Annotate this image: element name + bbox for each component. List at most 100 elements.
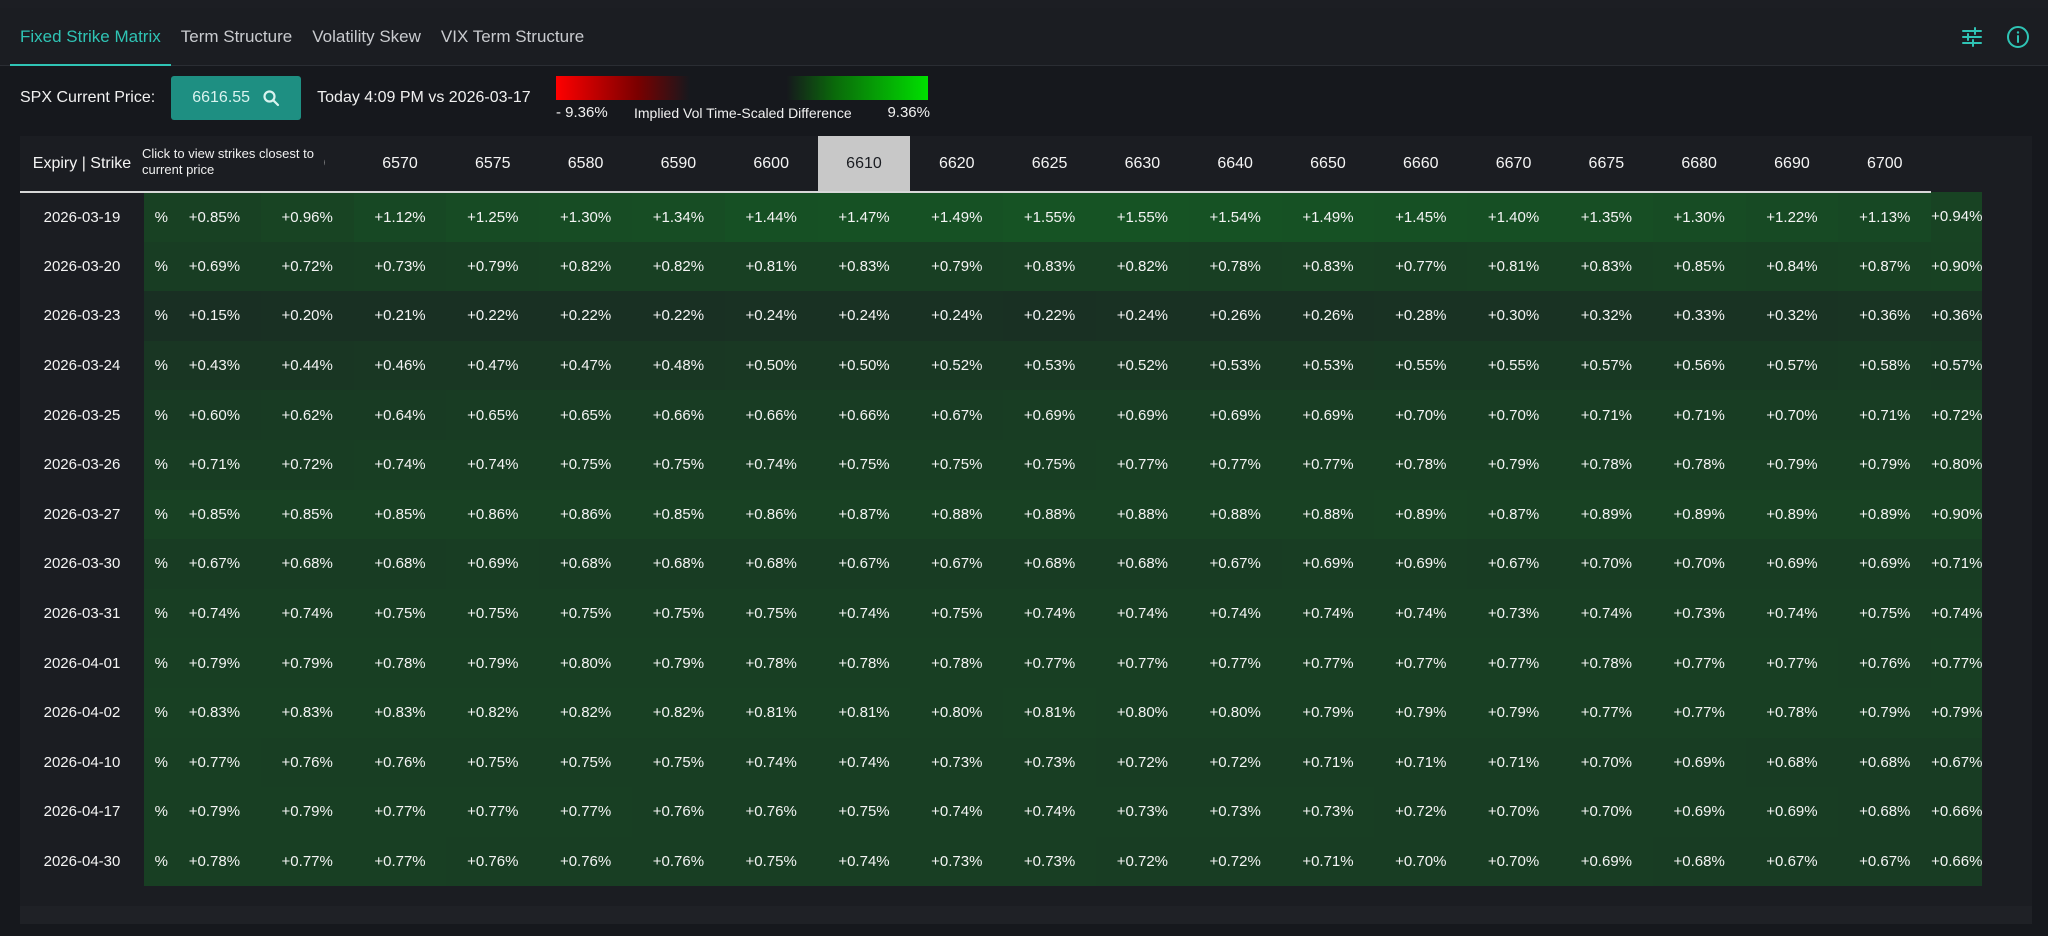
value-cell[interactable]: +0.81% — [1003, 687, 1096, 738]
value-cell[interactable]: +0.68% — [1095, 539, 1189, 589]
value-cell[interactable]: +0.74% — [724, 737, 818, 788]
value-cell[interactable]: +0.83% — [168, 687, 261, 738]
value-cell[interactable]: +0.70% — [1652, 539, 1746, 589]
value-cell[interactable]: +0.81% — [817, 687, 911, 738]
value-cell[interactable]: +0.33% — [1652, 291, 1746, 341]
value-cell[interactable]: +0.77% — [1652, 687, 1746, 738]
value-cell[interactable]: +0.80% — [1095, 687, 1189, 738]
value-cell[interactable]: +0.24% — [910, 291, 1004, 341]
value-cell[interactable]: +0.53% — [1003, 340, 1096, 391]
value-cell[interactable]: +0.36% — [1931, 291, 1983, 341]
value-cell[interactable]: +0.22% — [631, 291, 725, 341]
value-cell[interactable]: +0.74% — [1003, 588, 1096, 639]
value-cell[interactable]: +1.47% — [817, 192, 911, 242]
value-cell[interactable]: +0.75% — [539, 439, 632, 490]
value-cell[interactable]: +0.67% — [910, 390, 1004, 440]
value-cell[interactable]: +0.69% — [446, 539, 540, 589]
value-cell[interactable]: +0.77% — [1003, 638, 1096, 688]
value-cell[interactable]: +0.53% — [1188, 340, 1282, 391]
value-cell[interactable]: +0.76% — [1838, 638, 1932, 688]
value-cell[interactable]: +0.86% — [724, 489, 818, 540]
value-cell[interactable]: +0.72% — [1931, 390, 1983, 440]
value-cell[interactable]: +0.79% — [1745, 439, 1839, 490]
value-cell[interactable]: +0.83% — [817, 241, 911, 292]
strike-header-6620[interactable]: 6620 — [910, 136, 1004, 193]
value-cell[interactable]: +0.78% — [1374, 439, 1468, 490]
value-cell[interactable]: +0.77% — [446, 787, 540, 837]
value-cell[interactable]: +0.85% — [168, 192, 261, 242]
value-cell[interactable]: +0.79% — [1467, 439, 1560, 490]
value-cell[interactable]: +1.25% — [446, 192, 540, 242]
value-cell[interactable]: +0.21% — [353, 291, 447, 341]
value-cell[interactable]: +0.26% — [1188, 291, 1282, 341]
value-cell[interactable]: +1.44% — [724, 192, 818, 242]
strike-header-6625[interactable]: 6625 — [1003, 136, 1096, 193]
value-cell[interactable]: +0.30% — [1467, 291, 1560, 341]
value-cell[interactable]: +0.75% — [910, 439, 1004, 490]
value-cell[interactable]: +0.56% — [1652, 340, 1746, 391]
strike-header-6600[interactable]: 6600 — [724, 136, 818, 193]
value-cell[interactable]: +0.70% — [1559, 737, 1653, 788]
strike-header-6670[interactable]: 6670 — [1467, 136, 1560, 193]
expiry-cell[interactable]: 2026-03-27 — [20, 489, 144, 540]
value-cell[interactable]: +0.89% — [1838, 489, 1932, 540]
value-cell[interactable]: +0.70% — [1745, 390, 1839, 440]
value-cell[interactable]: +0.74% — [446, 439, 540, 490]
value-cell[interactable]: +0.85% — [168, 489, 261, 540]
expiry-cell[interactable]: 2026-03-23 — [20, 291, 144, 341]
value-cell[interactable]: +0.66% — [1931, 787, 1983, 837]
value-cell[interactable]: +0.85% — [1652, 241, 1746, 292]
value-cell[interactable]: +0.79% — [168, 787, 261, 837]
value-cell[interactable]: +0.47% — [539, 340, 632, 391]
value-cell[interactable]: +0.15% — [168, 291, 261, 341]
value-cell[interactable]: +0.69% — [1281, 539, 1375, 589]
value-cell[interactable]: +0.55% — [1467, 340, 1560, 391]
value-cell[interactable]: +0.74% — [817, 588, 911, 639]
value-cell[interactable]: +0.85% — [631, 489, 725, 540]
tab-vix-term-structure[interactable]: VIX Term Structure — [440, 26, 585, 46]
value-cell[interactable]: +1.12% — [353, 192, 447, 242]
value-cell[interactable]: +0.76% — [631, 836, 725, 887]
value-cell[interactable]: +0.68% — [1838, 737, 1932, 788]
value-cell[interactable]: +0.78% — [817, 638, 911, 688]
value-cell[interactable]: +0.69% — [1745, 539, 1839, 589]
value-cell[interactable]: +0.67% — [1931, 737, 1983, 788]
value-cell[interactable]: +0.88% — [1095, 489, 1189, 540]
value-cell[interactable]: +0.67% — [1188, 539, 1282, 589]
value-cell[interactable]: +0.85% — [353, 489, 447, 540]
value-cell[interactable]: +0.68% — [1838, 787, 1932, 837]
value-cell[interactable]: +1.55% — [1003, 192, 1096, 242]
value-cell[interactable]: +0.50% — [724, 340, 818, 391]
value-cell[interactable]: +1.54% — [1188, 192, 1282, 242]
value-cell[interactable]: +0.74% — [1281, 588, 1375, 639]
value-cell[interactable]: +0.79% — [168, 638, 261, 688]
tab-fixed-strike-matrix[interactable]: Fixed Strike Matrix — [10, 8, 171, 66]
value-cell[interactable]: +0.73% — [1467, 588, 1560, 639]
value-cell[interactable]: +0.77% — [168, 737, 261, 788]
value-cell[interactable]: +0.82% — [539, 687, 632, 738]
value-cell[interactable]: +0.75% — [817, 439, 911, 490]
value-cell[interactable]: +0.71% — [1281, 737, 1375, 788]
value-cell[interactable]: +0.73% — [910, 836, 1004, 887]
expiry-cell[interactable]: 2026-04-02 — [20, 687, 144, 738]
value-cell[interactable]: +0.77% — [1931, 638, 1983, 688]
value-cell[interactable]: +0.75% — [724, 588, 818, 639]
value-cell[interactable]: +0.71% — [1838, 390, 1932, 440]
value-cell[interactable]: +0.24% — [1095, 291, 1189, 341]
value-cell[interactable]: +0.75% — [446, 737, 540, 788]
value-cell[interactable]: +0.78% — [1559, 439, 1653, 490]
value-cell[interactable]: +0.74% — [1745, 588, 1839, 639]
value-cell[interactable]: +0.82% — [1095, 241, 1189, 292]
value-cell[interactable]: +1.45% — [1374, 192, 1468, 242]
strike-header-6590[interactable]: 6590 — [631, 136, 725, 193]
value-cell[interactable]: +0.75% — [910, 588, 1004, 639]
expiry-cell[interactable]: 2026-03-25 — [20, 390, 144, 440]
value-cell[interactable]: +0.73% — [1003, 836, 1096, 887]
value-cell[interactable]: +0.77% — [1095, 638, 1189, 688]
expiry-cell[interactable]: 2026-04-01 — [20, 638, 144, 688]
value-cell[interactable]: +0.77% — [1281, 638, 1375, 688]
value-cell[interactable]: +0.83% — [353, 687, 447, 738]
value-cell[interactable]: +0.71% — [1467, 737, 1560, 788]
value-cell[interactable]: +0.85% — [260, 489, 354, 540]
value-cell[interactable]: +0.78% — [353, 638, 447, 688]
